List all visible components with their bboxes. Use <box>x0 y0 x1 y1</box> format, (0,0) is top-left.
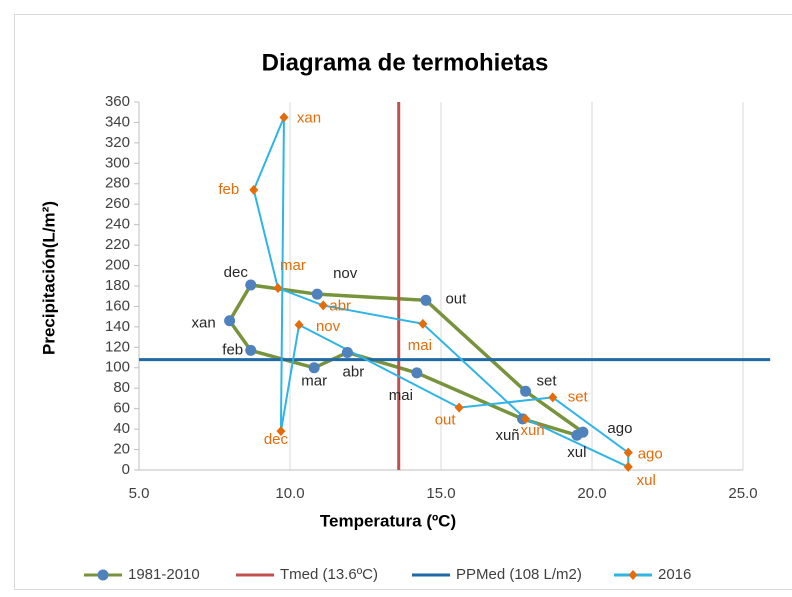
data-label: mar <box>301 373 327 390</box>
marker <box>628 570 638 580</box>
marker <box>623 447 633 458</box>
marker <box>294 319 304 330</box>
data-label: xul <box>637 472 656 489</box>
legend-marker <box>628 570 638 580</box>
data-label: mai <box>389 387 413 404</box>
y-tick-label: 40 <box>113 420 130 437</box>
marker <box>420 294 432 306</box>
data-label: xuñ <box>495 427 519 444</box>
y-tick-label: 160 <box>105 297 130 314</box>
marker <box>279 112 289 123</box>
chart-border <box>14 14 792 590</box>
marker <box>454 402 464 413</box>
marker <box>97 569 109 581</box>
x-tick-label: 5.0 <box>129 485 150 502</box>
marker <box>308 362 320 374</box>
data-label: dec <box>264 431 289 448</box>
marker <box>520 385 532 397</box>
y-tick-label: 240 <box>105 216 130 233</box>
marker <box>249 184 259 195</box>
marker <box>411 367 423 379</box>
legend-marker <box>97 569 109 581</box>
y-tick-label: 20 <box>113 441 130 458</box>
data-label: abr <box>329 297 351 314</box>
data-label: set <box>537 372 558 389</box>
marker <box>245 279 257 291</box>
data-label: dec <box>224 264 249 281</box>
y-tick-label: 100 <box>105 359 130 376</box>
marker <box>273 283 283 294</box>
y-tick-label: 220 <box>105 236 130 253</box>
legend-label: PPMed (108 L/m2) <box>456 566 582 583</box>
data-label: xan <box>297 109 321 126</box>
marker <box>276 426 286 437</box>
data-label: abr <box>343 363 365 380</box>
data-label: mai <box>408 337 432 354</box>
marker <box>318 300 328 311</box>
y-tick-label: 140 <box>105 318 130 335</box>
legend-label: Tmed (13.6ºC) <box>280 566 378 583</box>
data-label: xuñ <box>520 422 544 439</box>
legend-label: 1981-2010 <box>128 566 200 583</box>
y-tick-label: 200 <box>105 257 130 274</box>
marker <box>341 346 353 358</box>
data-label: xan <box>192 315 216 332</box>
y-tick-label: 0 <box>122 461 130 478</box>
y-tick-label: 60 <box>113 400 130 417</box>
x-axis-title: Temperatura (ºC) <box>320 511 456 530</box>
y-tick-label: 80 <box>113 379 130 396</box>
x-tick-label: 25.0 <box>728 485 757 502</box>
y-axis-title: Precipitación(L/m²) <box>39 201 58 355</box>
data-label: ago <box>638 446 663 463</box>
marker <box>418 318 428 329</box>
chart-title: Diagrama de termohietas <box>262 49 549 76</box>
marker <box>245 344 257 356</box>
data-label: out <box>435 412 457 429</box>
x-tick-label: 15.0 <box>426 485 455 502</box>
y-tick-label: 280 <box>105 175 130 192</box>
y-tick-label: 320 <box>105 134 130 151</box>
y-tick-label: 260 <box>105 195 130 212</box>
data-label: set <box>568 388 589 405</box>
data-label: xul <box>567 444 586 461</box>
data-label: feb <box>222 341 243 358</box>
y-tick-label: 360 <box>105 93 130 110</box>
marker <box>224 315 236 327</box>
data-label: mar <box>280 257 306 274</box>
data-label: nov <box>316 318 341 335</box>
legend-label: 2016 <box>658 566 691 583</box>
data-label: out <box>445 290 467 307</box>
x-tick-label: 20.0 <box>577 485 606 502</box>
marker <box>623 461 633 472</box>
y-tick-label: 340 <box>105 113 130 130</box>
data-label: feb <box>218 181 239 198</box>
y-tick-label: 180 <box>105 277 130 294</box>
x-tick-label: 10.0 <box>275 485 304 502</box>
y-tick-label: 300 <box>105 154 130 171</box>
y-tick-label: 120 <box>105 338 130 355</box>
data-label: nov <box>333 265 358 282</box>
marker <box>577 426 589 438</box>
marker <box>548 392 558 403</box>
data-label: ago <box>607 420 632 437</box>
marker <box>521 413 531 424</box>
marker <box>311 288 323 300</box>
